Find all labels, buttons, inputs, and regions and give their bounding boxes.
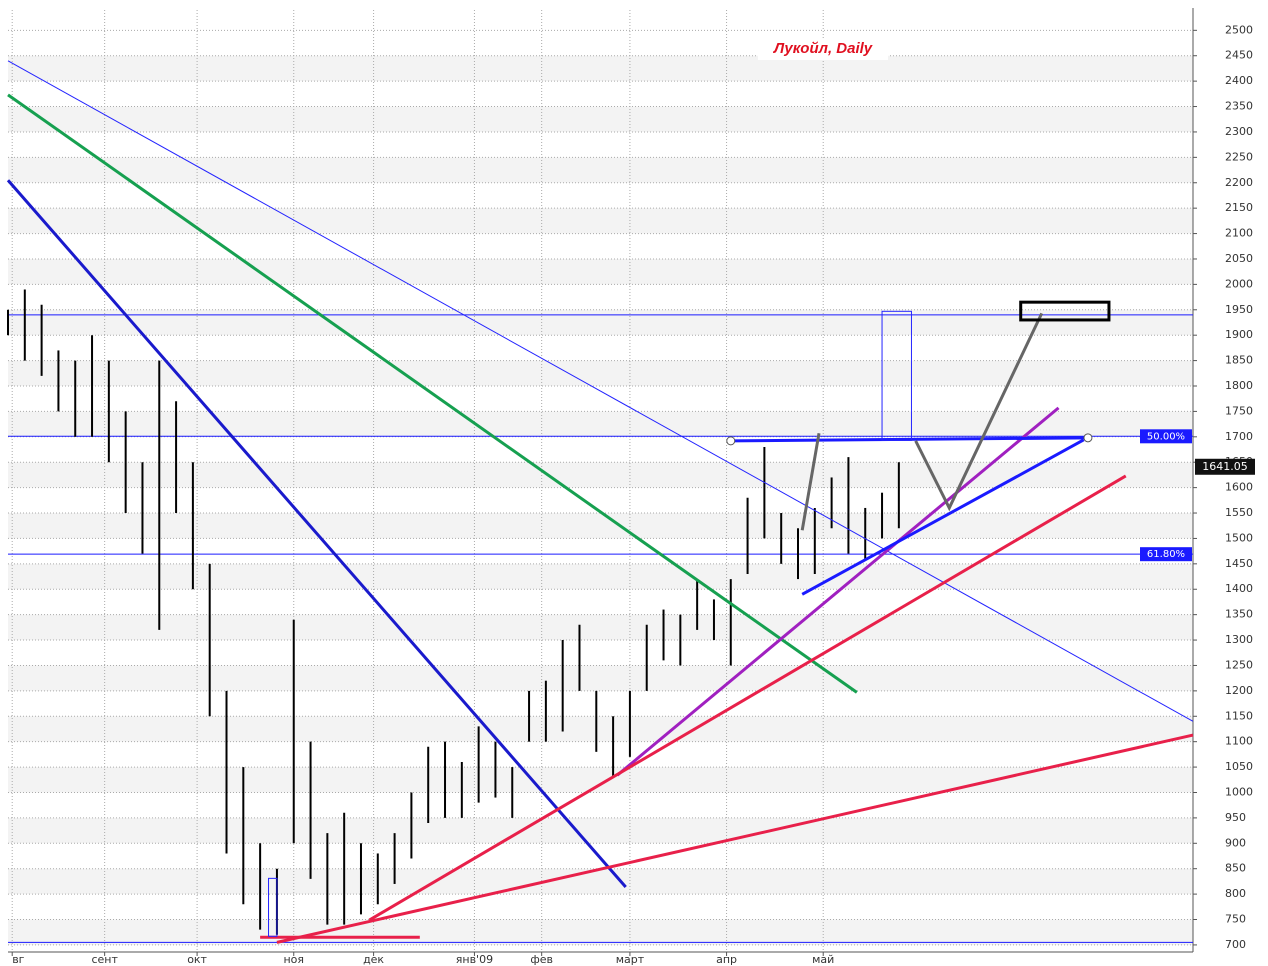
level-tag — [1140, 429, 1192, 444]
grid-band — [8, 614, 1193, 641]
line-handle — [726, 436, 736, 446]
x-tick-label: фев — [530, 953, 553, 966]
y-tick-label: 2100 — [1225, 227, 1253, 240]
grid-band — [8, 817, 1193, 844]
grid-band — [8, 513, 1193, 539]
y-tick-label: 1500 — [1225, 531, 1253, 544]
line-handle — [1083, 433, 1093, 443]
last-price-tag — [1195, 458, 1255, 475]
last-price-label: 1641.05 — [1202, 460, 1248, 473]
y-tick-label: 2150 — [1225, 201, 1253, 214]
y-tick-label: 1450 — [1225, 557, 1253, 570]
trend-line — [914, 312, 1044, 512]
target-box — [1019, 300, 1111, 322]
x-tick-label: вг — [12, 953, 24, 966]
grid-band — [8, 208, 1193, 234]
y-tick-label: 1150 — [1225, 709, 1253, 722]
y-tick-label: 1950 — [1225, 303, 1253, 316]
grid-band — [8, 919, 1193, 945]
y-tick-label: 2000 — [1225, 277, 1253, 290]
y-tick-label: 1000 — [1225, 785, 1253, 798]
trend-line — [7, 93, 858, 694]
y-tick-label: 850 — [1225, 862, 1246, 875]
x-tick-label: янв'09 — [456, 953, 493, 966]
y-tick-label: 700 — [1225, 938, 1246, 951]
y-tick-label: 2050 — [1225, 252, 1253, 265]
y-tick-label: 750 — [1225, 913, 1246, 926]
y-tick-label: 1700 — [1225, 430, 1253, 443]
y-tick-label: 1050 — [1225, 760, 1253, 773]
trend-line — [801, 438, 1085, 596]
y-tick-label: 2300 — [1225, 125, 1253, 138]
grid-band — [8, 55, 1193, 82]
y-tick-label: 2200 — [1225, 176, 1253, 189]
y-tick-label: 2350 — [1225, 100, 1253, 113]
target-box — [268, 877, 278, 937]
grid-band — [8, 462, 1193, 488]
chart-title: Лукойл, Daily — [773, 40, 873, 57]
x-tick-label: дек — [363, 953, 384, 966]
target-box — [881, 310, 912, 441]
grid-band — [8, 767, 1193, 793]
x-tick-label: март — [616, 953, 645, 966]
y-tick-label: 800 — [1225, 887, 1246, 900]
y-tick-label: 1800 — [1225, 379, 1253, 392]
trend-line — [6, 179, 627, 888]
title-bg — [758, 38, 888, 60]
grid-band — [8, 868, 1193, 895]
y-tick-label: 1550 — [1225, 506, 1253, 519]
grid-band — [8, 716, 1193, 742]
grid-band — [8, 157, 1193, 183]
trend-line — [800, 432, 821, 531]
grid-band — [8, 563, 1193, 590]
y-tick-label: 1250 — [1225, 658, 1253, 671]
level-label: 61.80% — [1147, 549, 1185, 560]
grid-band — [8, 360, 1193, 386]
y-tick-label: 1600 — [1225, 481, 1253, 494]
y-tick-label: 2450 — [1225, 49, 1253, 62]
level-label: 50.00% — [1147, 431, 1185, 442]
grid-band — [8, 665, 1193, 691]
trend-line — [616, 406, 1060, 777]
grid-band — [8, 106, 1193, 132]
y-tick-label: 900 — [1225, 836, 1246, 849]
y-tick-label: 1300 — [1225, 633, 1253, 646]
x-tick-label: май — [812, 953, 834, 966]
x-tick-label: окт — [187, 953, 207, 966]
y-tick-label: 2250 — [1225, 150, 1253, 163]
y-tick-label: 1100 — [1225, 735, 1253, 748]
y-tick-label: 2400 — [1225, 74, 1253, 87]
trend-line — [368, 474, 1127, 922]
y-tick-label: 1900 — [1225, 328, 1253, 341]
x-tick-label: сент — [91, 953, 118, 966]
trend-line — [276, 733, 1194, 944]
y-tick-label: 1850 — [1225, 354, 1253, 367]
y-tick-label: 1350 — [1225, 608, 1253, 621]
x-tick-label: апр — [716, 953, 737, 966]
grid-band — [8, 258, 1193, 285]
y-tick-label: 950 — [1225, 811, 1246, 824]
grid-band — [8, 411, 1193, 437]
grid-band — [8, 309, 1193, 336]
y-tick-label: 2500 — [1225, 23, 1253, 36]
trend-line — [7, 60, 1194, 722]
level-tag — [1140, 547, 1192, 562]
y-tick-label: 1400 — [1225, 582, 1253, 595]
x-tick-label: ноя — [283, 953, 304, 966]
y-tick-label: 1200 — [1225, 684, 1253, 697]
y-tick-label: 1750 — [1225, 404, 1253, 417]
trend-line — [730, 436, 1088, 443]
